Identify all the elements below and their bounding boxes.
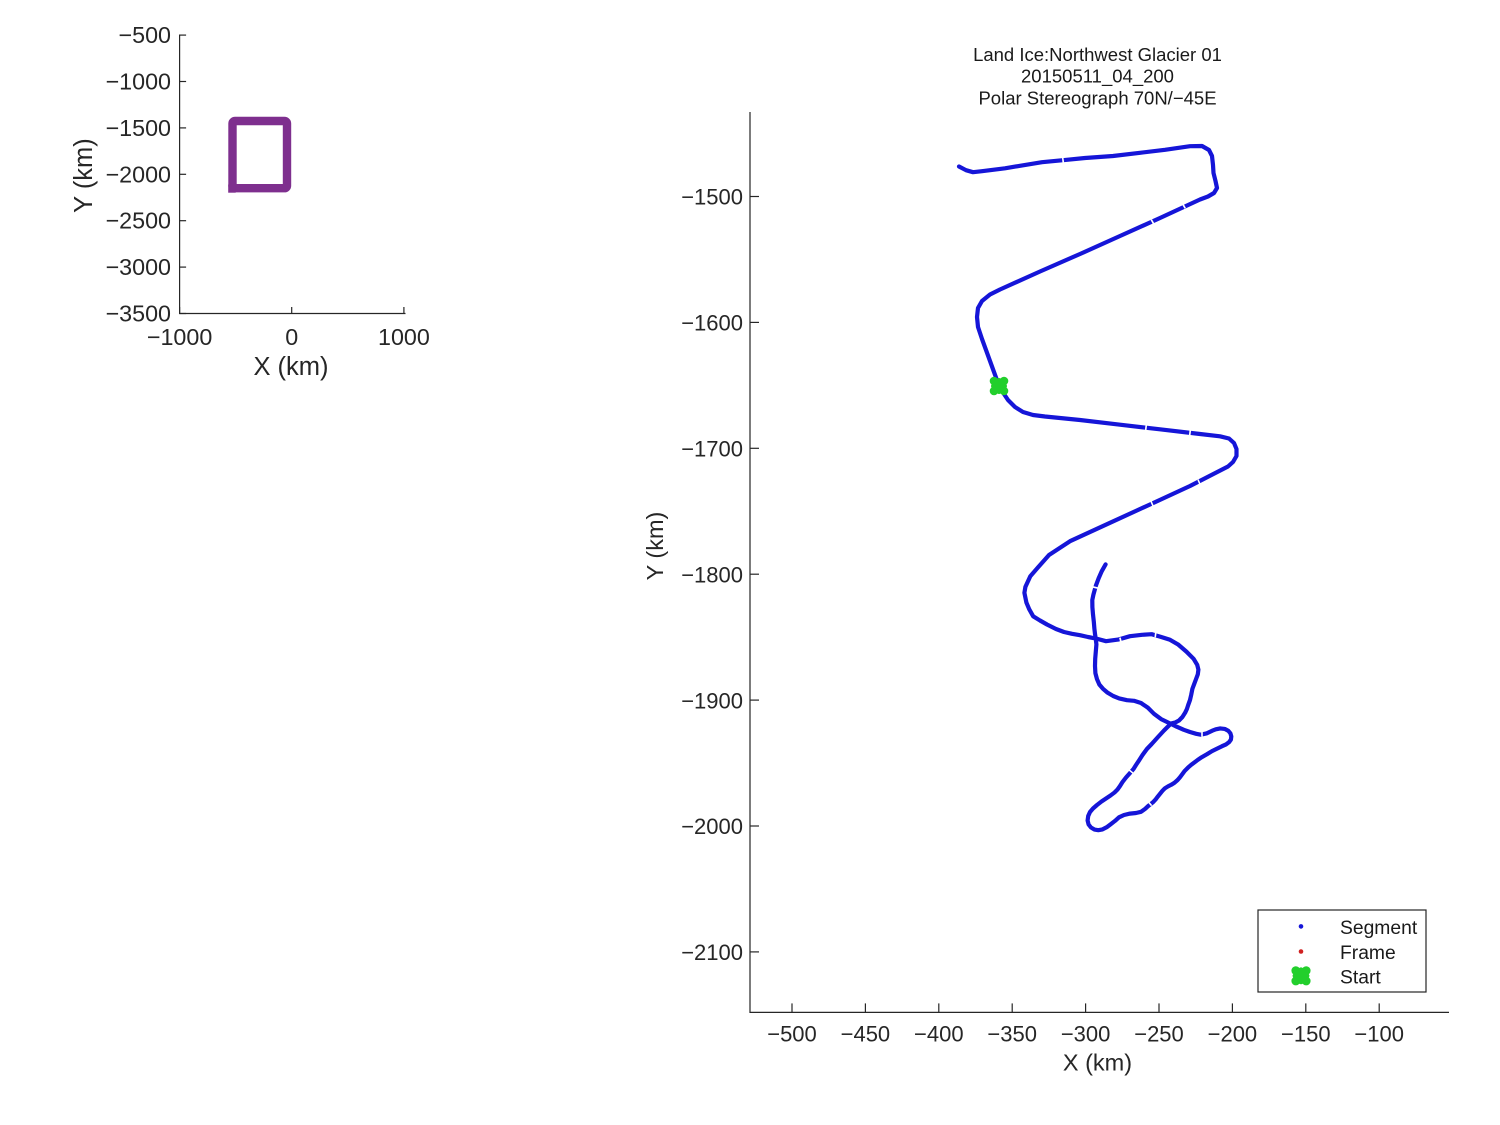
svg-text:−1500: −1500 — [106, 115, 171, 141]
svg-text:−2500: −2500 — [106, 208, 171, 234]
svg-text:−3000: −3000 — [106, 254, 171, 280]
svg-text:−250: −250 — [1134, 1021, 1184, 1046]
svg-text:−500: −500 — [767, 1021, 817, 1046]
svg-text:Frame: Frame — [1340, 943, 1396, 964]
svg-text:−1000: −1000 — [147, 324, 212, 350]
svg-text:−1000: −1000 — [106, 69, 171, 95]
svg-text:−350: −350 — [987, 1021, 1037, 1046]
svg-text:Y (km): Y (km) — [642, 512, 668, 581]
svg-text:X (km): X (km) — [253, 353, 328, 381]
svg-text:X (km): X (km) — [1063, 1050, 1132, 1076]
svg-text:−1800: −1800 — [681, 562, 743, 587]
svg-text:1000: 1000 — [378, 324, 430, 350]
svg-text:−200: −200 — [1208, 1021, 1258, 1046]
svg-text:Polar Stereograph 70N/−45E: Polar Stereograph 70N/−45E — [978, 87, 1216, 108]
svg-text:−2100: −2100 — [681, 940, 743, 965]
svg-text:−500: −500 — [119, 22, 172, 48]
svg-text:−1900: −1900 — [681, 688, 743, 713]
svg-text:Segment: Segment — [1340, 918, 1418, 939]
svg-text:−3500: −3500 — [106, 301, 171, 327]
svg-text:Start: Start — [1340, 967, 1381, 988]
svg-text:20150511_04_200: 20150511_04_200 — [1021, 66, 1174, 88]
svg-text:−400: −400 — [914, 1021, 964, 1046]
svg-text:−100: −100 — [1354, 1021, 1404, 1046]
svg-text:−2000: −2000 — [106, 161, 171, 187]
svg-text:Y (km): Y (km) — [70, 138, 98, 213]
svg-text:0: 0 — [285, 324, 298, 350]
svg-text:−450: −450 — [841, 1021, 891, 1046]
svg-text:−2000: −2000 — [681, 814, 743, 839]
svg-text:−1700: −1700 — [681, 437, 743, 462]
svg-text:−1600: −1600 — [681, 311, 743, 336]
svg-text:−150: −150 — [1281, 1021, 1331, 1046]
svg-text:−300: −300 — [1061, 1021, 1111, 1046]
svg-text:−1500: −1500 — [681, 185, 743, 210]
svg-text:Land Ice:Northwest Glacier 01: Land Ice:Northwest Glacier 01 — [973, 44, 1222, 65]
